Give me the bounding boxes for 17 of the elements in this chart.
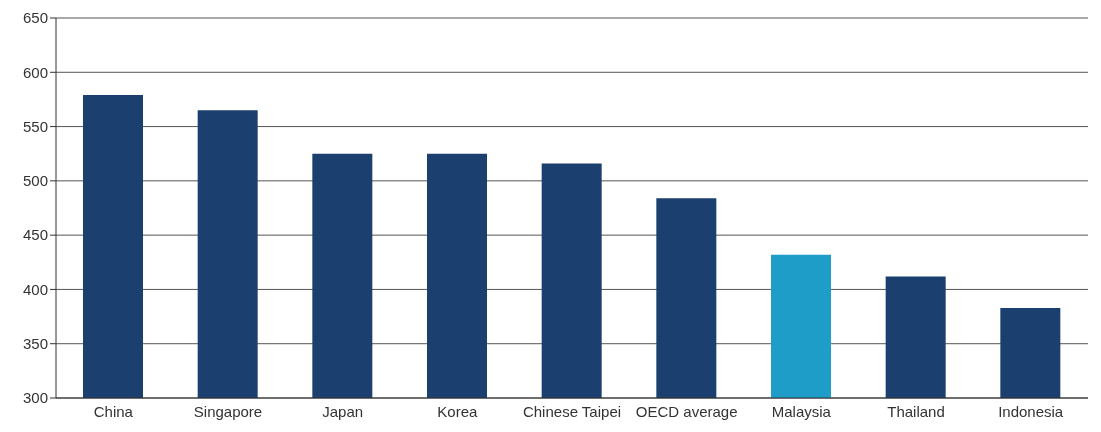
x-tick-label: Chinese Taipei [522,402,622,420]
y-tick-label: 500 [22,172,48,190]
y-tick-label: 450 [22,226,48,244]
x-tick-label: Singapore [193,402,263,420]
x-tick-label: Japan [322,402,364,420]
y-tick-label: 350 [22,335,48,353]
x-tick-label: Malaysia [771,402,832,420]
x-tick-label: China [93,402,134,420]
y-tick-label: 550 [22,117,48,135]
x-tick-label: Indonesia [998,402,1064,420]
x-tick-label: Thailand [887,402,945,420]
y-tick-label: 400 [22,280,48,298]
x-tick-label: OECD average [635,402,738,420]
y-tick-label: 600 [22,63,48,81]
y-tick-label: 650 [22,9,48,27]
x-tick-label: Korea [437,402,478,420]
y-tick-label: 300 [22,389,48,407]
